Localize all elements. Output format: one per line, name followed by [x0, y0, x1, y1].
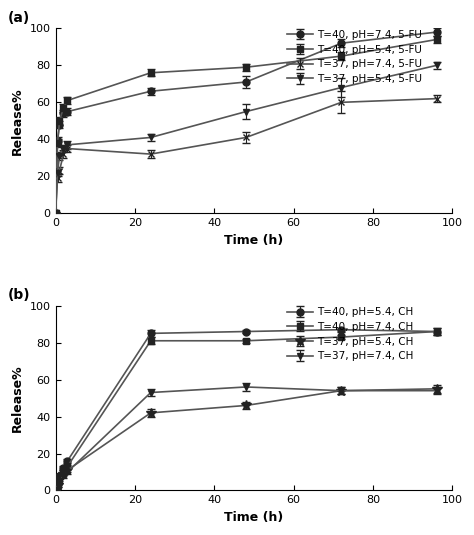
- Legend: T=40, pH=7.4, 5-FU, T=40, pH=5.4, 5-FU, T=37, pH=7.4, 5-FU, T=37, pH=5.4, 5-FU: T=40, pH=7.4, 5-FU, T=40, pH=5.4, 5-FU, …: [287, 30, 422, 84]
- X-axis label: Time (h): Time (h): [224, 511, 283, 524]
- Text: (a): (a): [8, 11, 30, 25]
- Legend: T=40, pH=5.4, CH, T=40, pH=7.4, CH, T=37, pH=5.4, CH, T=37, pH=7.4, CH: T=40, pH=5.4, CH, T=40, pH=7.4, CH, T=37…: [287, 307, 413, 361]
- Y-axis label: Release%: Release%: [11, 87, 24, 155]
- Text: (b): (b): [8, 288, 30, 302]
- Y-axis label: Release%: Release%: [11, 364, 24, 432]
- X-axis label: Time (h): Time (h): [224, 234, 283, 247]
